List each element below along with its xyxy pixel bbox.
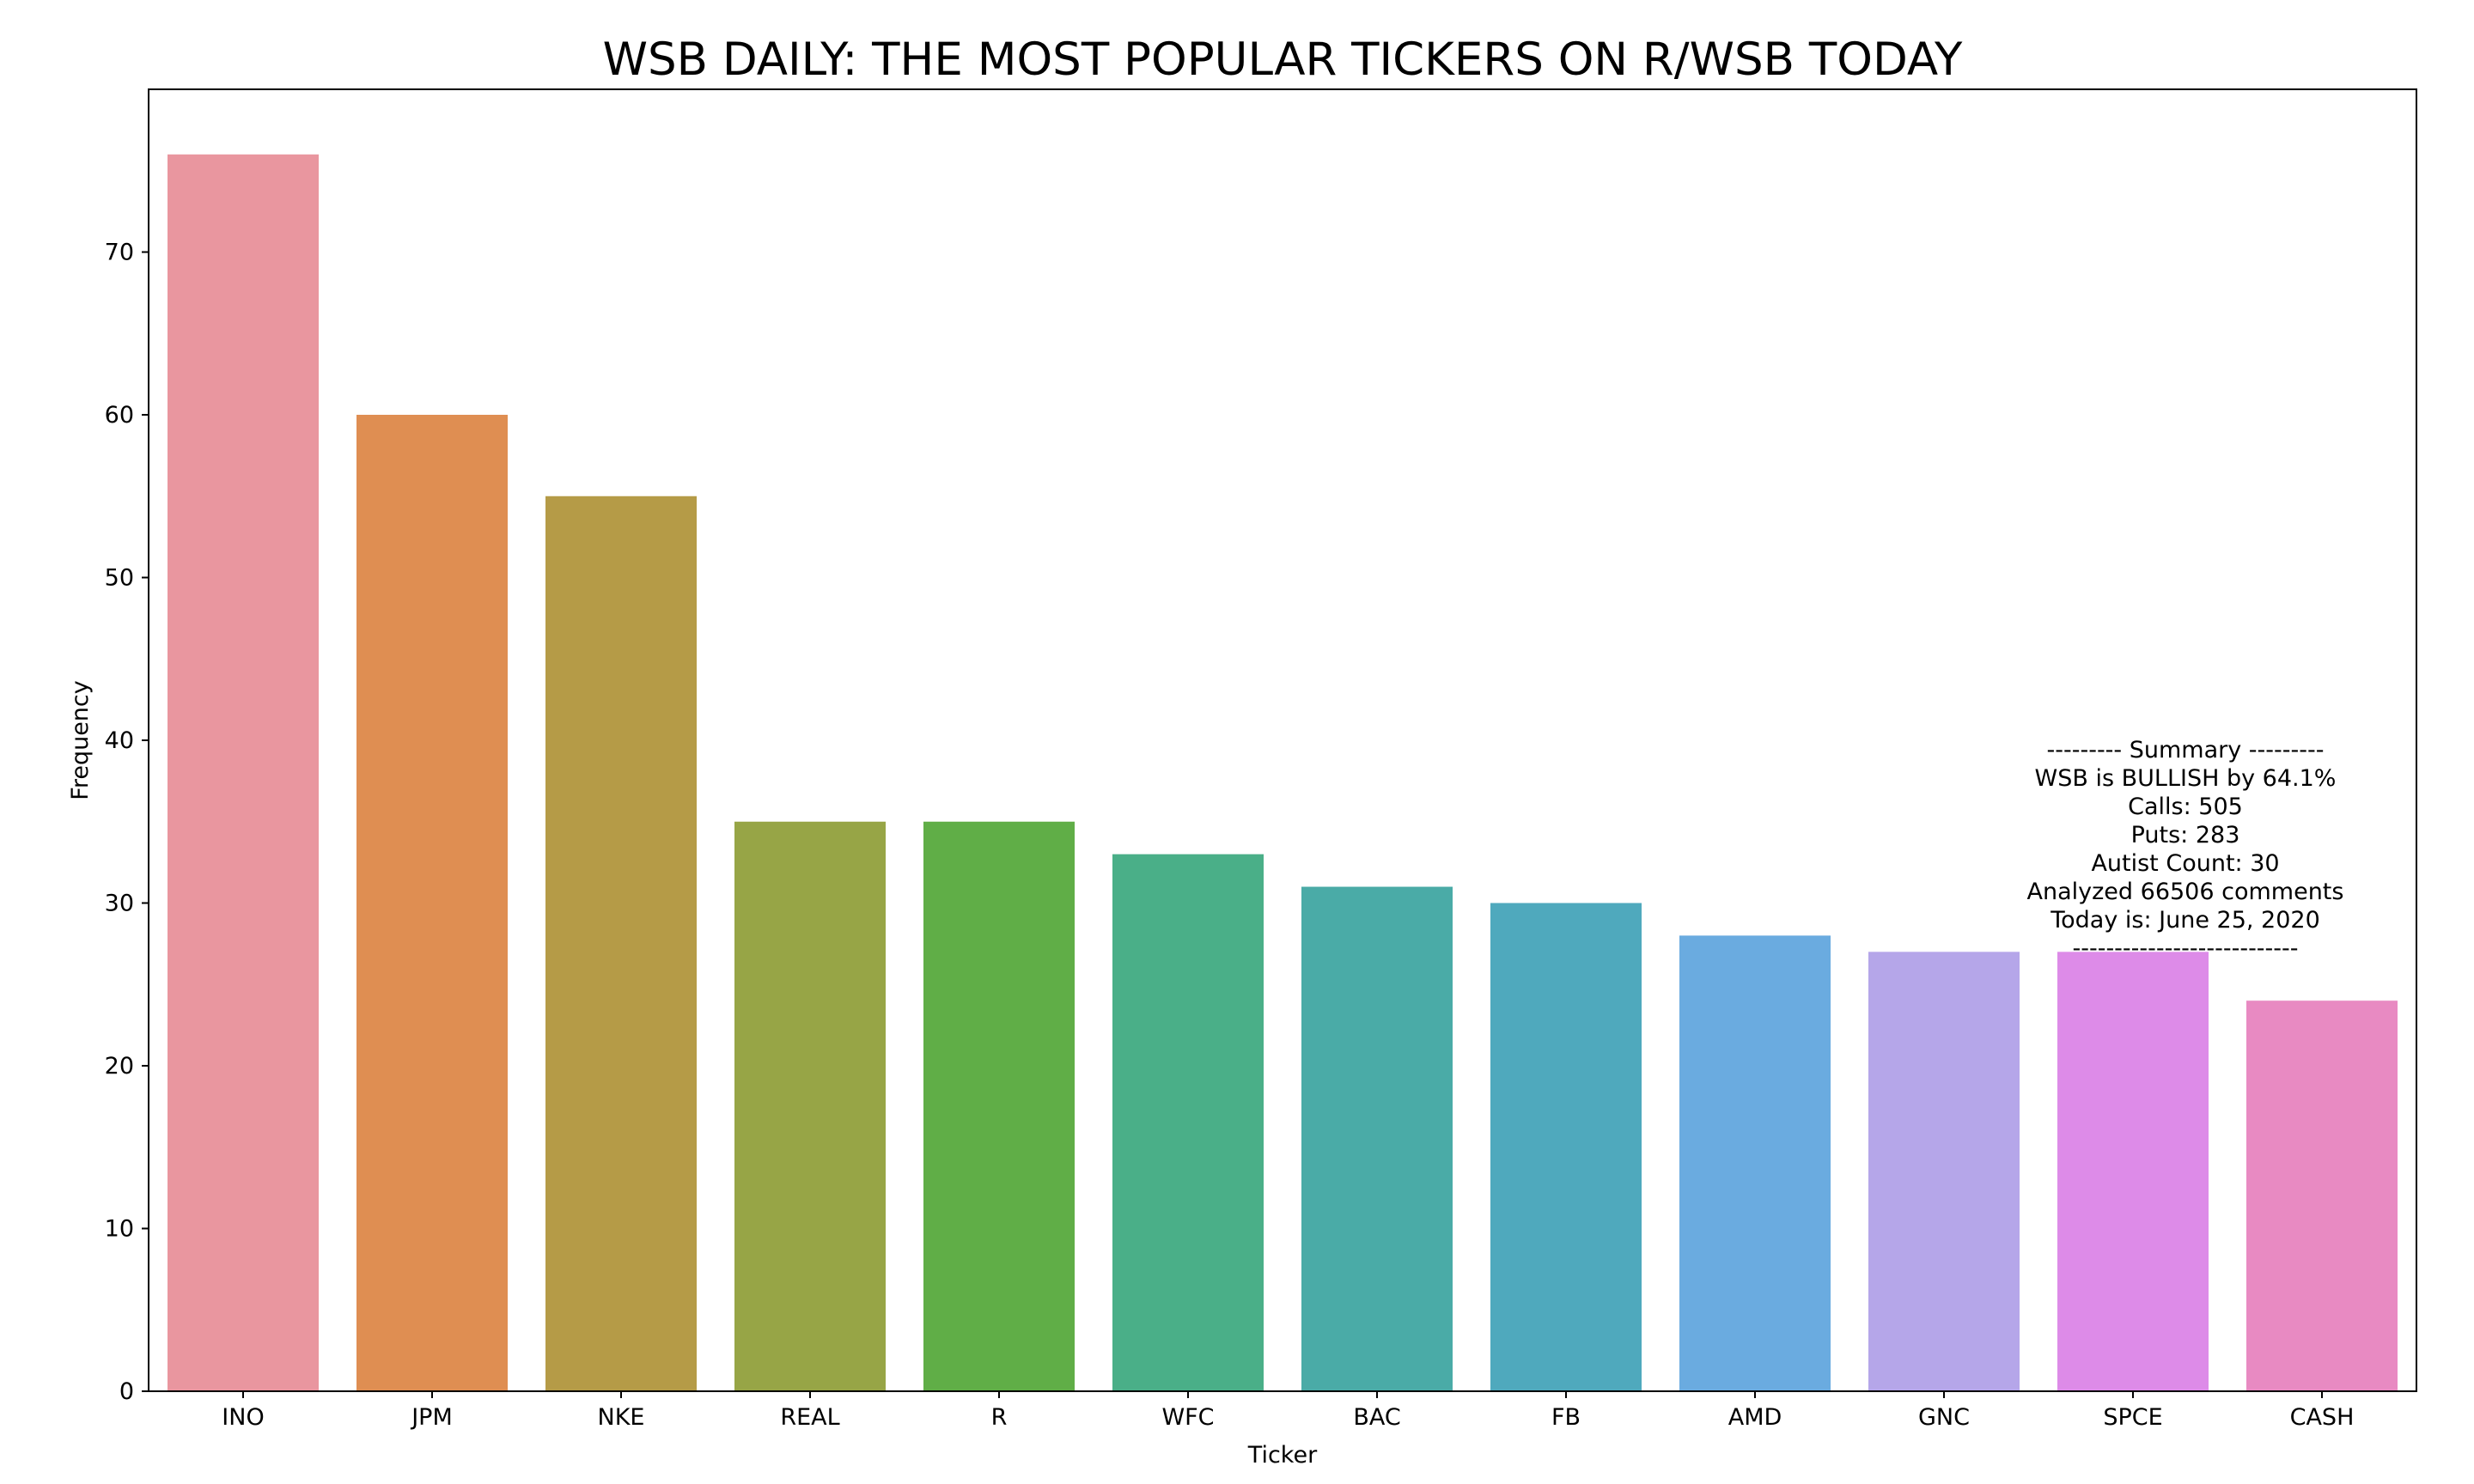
y-tick-label: 10 <box>105 1216 134 1243</box>
chart-title: WSB DAILY: THE MOST POPULAR TICKERS ON R… <box>603 33 1963 86</box>
x-tick-label-spce: SPCE <box>2103 1404 2162 1431</box>
bar-r <box>923 821 1075 1391</box>
summary-line: Puts: 283 <box>2131 822 2240 848</box>
bar-amd <box>1679 935 1831 1391</box>
y-tick-label: 60 <box>105 402 134 429</box>
x-tick-label-wfc: WFC <box>1161 1404 1214 1431</box>
bar-ino <box>168 154 319 1391</box>
bar-real <box>734 821 886 1391</box>
bar-fb <box>1490 903 1642 1391</box>
x-axis-label: Ticker <box>1247 1442 1318 1469</box>
x-tick-label-jpm: JPM <box>410 1404 453 1431</box>
bar-cash <box>2246 1000 2398 1391</box>
summary-annotation: --------- Summary ---------WSB is BULLIS… <box>2027 737 2344 962</box>
y-axis: 0 10 20 30 40 50 60 70 <box>105 240 149 1405</box>
y-axis-label: Frequency <box>67 680 94 800</box>
x-tick-label-amd: AMD <box>1728 1404 1782 1431</box>
x-tick-label-cash: CASH <box>2290 1404 2355 1431</box>
bar-bac <box>1301 886 1453 1391</box>
plot-frame <box>148 88 2417 1392</box>
bars-group <box>168 154 2398 1391</box>
x-tick-label-fb: FB <box>1551 1404 1581 1431</box>
x-tick-label-bac: BAC <box>1353 1404 1400 1431</box>
x-axis: INO JPM NKE REAL R WFC BAC FB AMD GNC SPCE CASH <box>222 1391 2354 1431</box>
summary-line: --------- Summary --------- <box>2046 737 2324 763</box>
bar-spce <box>2057 952 2209 1391</box>
bar-nke <box>545 496 697 1391</box>
bar-jpm <box>356 415 508 1391</box>
x-tick-label-r: R <box>991 1404 1008 1431</box>
summary-line: Analyzed 66506 comments <box>2027 879 2344 905</box>
summary-line: Autist Count: 30 <box>2091 850 2279 877</box>
bar-gnc <box>1868 952 2020 1391</box>
summary-line: Calls: 505 <box>2128 794 2243 820</box>
y-tick-label: 0 <box>119 1378 134 1405</box>
y-tick-label: 20 <box>105 1053 134 1080</box>
x-tick-label-ino: INO <box>222 1404 264 1431</box>
bar-wfc <box>1112 854 1264 1391</box>
summary-line: Today is: June 25, 2020 <box>2050 907 2320 934</box>
y-tick-label: 40 <box>105 727 134 754</box>
x-tick-label-real: REAL <box>780 1404 839 1431</box>
y-tick-label: 50 <box>105 565 134 592</box>
x-tick-label-nke: NKE <box>598 1404 645 1431</box>
x-tick-label-gnc: GNC <box>1918 1404 1970 1431</box>
summary-line: WSB is BULLISH by 64.1% <box>2035 765 2337 792</box>
y-tick-label: 30 <box>105 891 134 917</box>
y-tick-label: 70 <box>105 240 134 266</box>
summary-line: --------------------------- <box>2072 935 2298 962</box>
